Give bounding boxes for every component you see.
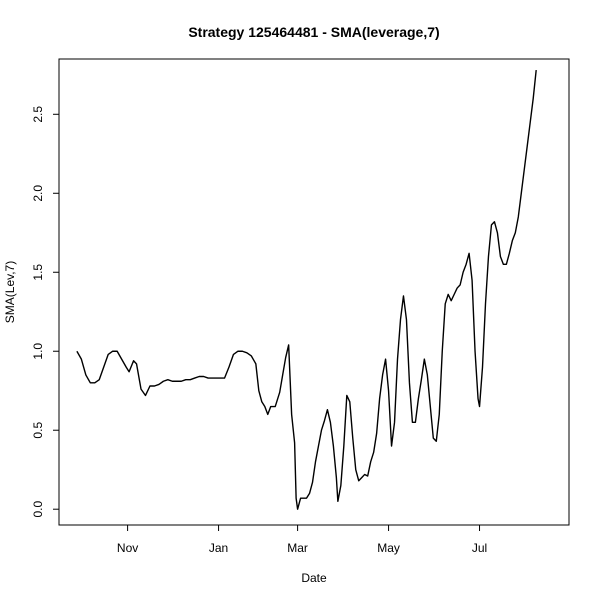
x-axis-label: Date [301, 571, 327, 585]
y-axis: 0.0 0.5 1.0 1.5 2.0 2.5 [31, 106, 59, 518]
y-tick-label: 2.0 [31, 185, 45, 202]
series-line [76, 69, 537, 510]
x-tick-label: Jul [472, 541, 487, 555]
x-tick-label: Mar [287, 541, 308, 555]
chart-title: Strategy 125464481 - SMA(leverage,7) [188, 24, 439, 40]
series-line-group [76, 69, 537, 510]
y-axis-label: SMA(Lev,7) [3, 261, 17, 323]
x-tick-label: Nov [117, 541, 138, 555]
x-axis: Nov Jan Mar May Jul [117, 525, 487, 555]
y-tick-label: 1.0 [31, 343, 45, 360]
y-tick-label: 0.5 [31, 422, 45, 439]
x-tick-label: Jan [209, 541, 228, 555]
y-tick-label: 0.0 [31, 501, 45, 518]
y-tick-label: 2.5 [31, 106, 45, 123]
plot-frame [58, 58, 570, 526]
x-tick-label: May [377, 541, 400, 555]
y-tick-label: 1.5 [31, 264, 45, 281]
